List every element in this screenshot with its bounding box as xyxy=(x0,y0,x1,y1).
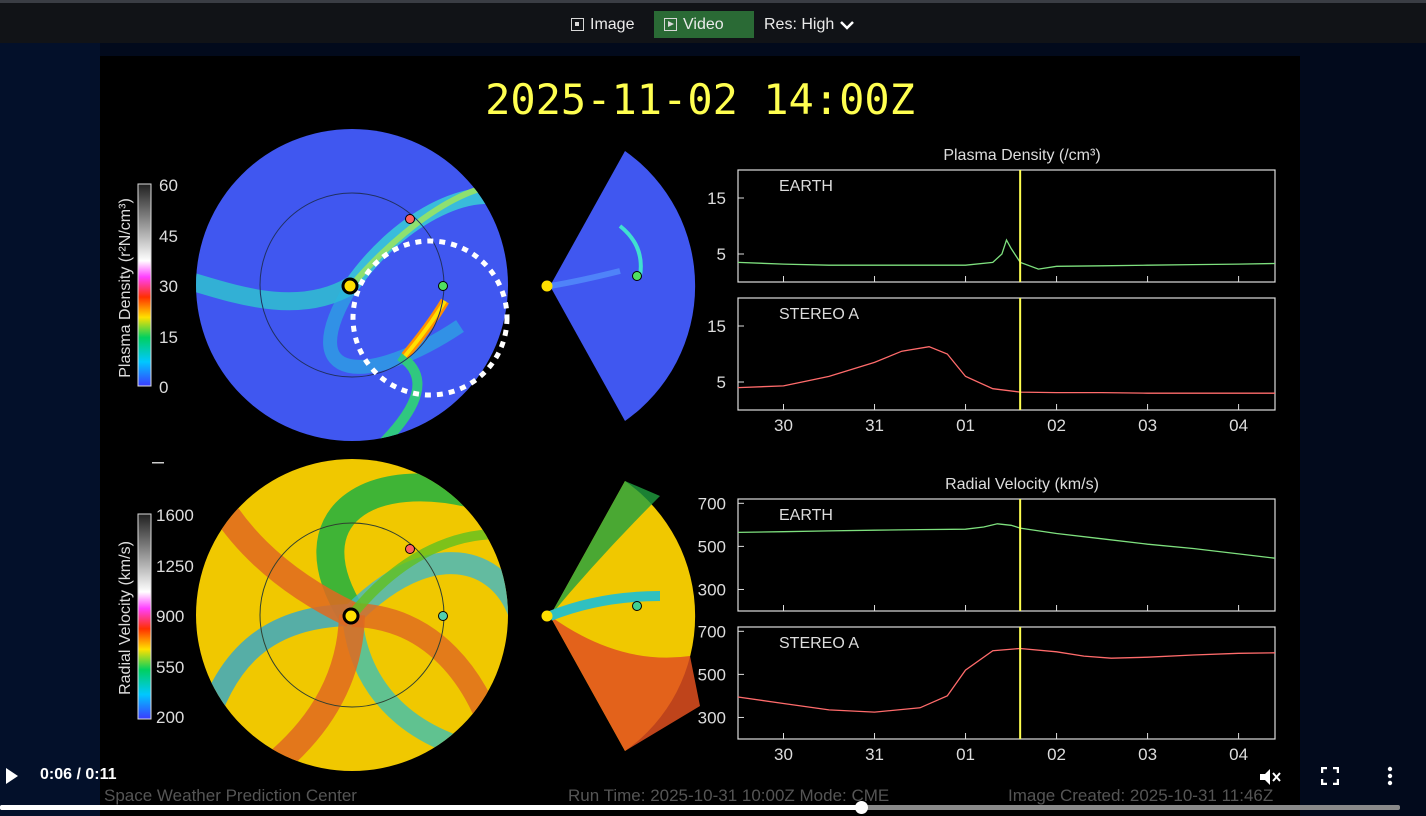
footer-run-time: Run Time: 2025-10-31 10:00Z Mode: CME xyxy=(568,786,889,805)
panel-label-0: EARTH xyxy=(779,178,833,195)
forecast-frame-graphic: 2025-11-02 14:00Z 60 45 30 15 0 Plasma D… xyxy=(104,75,1276,805)
velocity-colorbar-label: Radial Velocity (km/s) xyxy=(117,541,134,695)
series-line-2 xyxy=(737,523,1276,559)
y-tick-label: 500 xyxy=(698,537,726,556)
density-tick-45: 45 xyxy=(159,227,178,246)
y-tick-label: 300 xyxy=(698,580,726,599)
x-tick-label: 31 xyxy=(865,416,884,435)
y-tick-label: 5 xyxy=(717,373,726,392)
y-tick-label: 5 xyxy=(717,245,726,264)
mute-icon[interactable] xyxy=(1258,766,1282,788)
y-tick-label: 700 xyxy=(698,622,726,641)
video-progress-bar[interactable] xyxy=(0,801,1400,814)
density-tick-15: 15 xyxy=(159,328,178,347)
x-tick-label: 01 xyxy=(956,416,975,435)
velocity-tick-200: 200 xyxy=(156,708,184,727)
more-options-icon[interactable] xyxy=(1385,766,1395,786)
x-tick-label: 30 xyxy=(774,745,793,764)
cme-highlight-circle xyxy=(350,238,510,398)
enlil-video-frame[interactable]: 2025-11-02 14:00Z 60 45 30 15 0 Plasma D… xyxy=(100,56,1300,816)
x-tick-label: 04 xyxy=(1229,745,1248,764)
progress-thumb[interactable] xyxy=(855,801,868,814)
x-tick-label: 03 xyxy=(1138,416,1157,435)
y-tick-label: 300 xyxy=(698,708,726,727)
panel-label-1: STEREO A xyxy=(779,306,859,323)
density-colorbar-label: Plasma Density (r²N/cm³) xyxy=(117,198,134,378)
velocity-tick-1600: 1600 xyxy=(156,506,194,525)
fullscreen-icon[interactable] xyxy=(1321,767,1339,785)
density-tick-60: 60 xyxy=(159,176,178,195)
image-mode-label: Image xyxy=(590,16,635,33)
timeseries-charts: EARTH 15 5 STEREO A 15 5 30 31 01 02 03 04 EARTH 700 5… xyxy=(698,169,1276,764)
density-chart-title: Plasma Density (/cm³) xyxy=(943,147,1100,164)
y-tick-label: 15 xyxy=(707,317,726,336)
resolution-dropdown[interactable]: Res: High xyxy=(754,11,864,38)
velocity-chart-title: Radial Velocity (km/s) xyxy=(945,476,1099,493)
image-icon xyxy=(571,18,584,31)
video-icon xyxy=(664,18,677,31)
x-tick-label: 03 xyxy=(1138,745,1157,764)
time-display: 0:06 / 0:11 xyxy=(40,766,117,783)
footer-center: Space Weather Prediction Center xyxy=(104,786,357,805)
series-line-1 xyxy=(737,346,1275,394)
chart-panel-2 xyxy=(737,498,1276,612)
x-tick-label: 02 xyxy=(1047,416,1066,435)
resolution-label: Res: High xyxy=(764,16,835,33)
chart-panel-0 xyxy=(737,169,1276,283)
density-equatorial-plot xyxy=(196,129,508,441)
footer-created: Image Created: 2025-10-31 11:46Z xyxy=(1008,786,1273,805)
y-tick-label: 700 xyxy=(698,494,726,513)
density-tick-30: 30 xyxy=(159,277,178,296)
x-tick-label: 01 xyxy=(956,745,975,764)
panel-label-3: STEREO A xyxy=(779,635,859,652)
chart-panel-1 xyxy=(737,297,1276,411)
density-meridional-plot xyxy=(550,151,696,421)
page-background xyxy=(0,43,100,816)
velocity-tick-1250: 1250 xyxy=(156,557,194,576)
progress-fill xyxy=(0,805,861,810)
image-mode-button[interactable]: Image xyxy=(561,11,644,38)
y-tick-label: 500 xyxy=(698,665,726,684)
velocity-tick-550: 550 xyxy=(156,658,184,677)
series-line-3 xyxy=(737,647,1276,713)
velocity-tick-900: 900 xyxy=(156,607,184,626)
video-mode-label: Video xyxy=(683,16,724,33)
video-mode-button[interactable]: Video xyxy=(654,11,754,38)
series-line-0 xyxy=(737,238,1276,270)
chevron-down-icon xyxy=(840,20,855,30)
y-tick-label: 15 xyxy=(707,189,726,208)
x-tick-label: 31 xyxy=(865,745,884,764)
play-icon[interactable] xyxy=(6,768,18,784)
x-tick-label: 04 xyxy=(1229,416,1248,435)
chart-panel-3 xyxy=(737,626,1276,740)
view-toolbar: Image Video Res: High xyxy=(0,0,1426,43)
x-tick-label: 30 xyxy=(774,416,793,435)
density-tick-0: 0 xyxy=(159,378,168,397)
frame-timestamp: 2025-11-02 14:00Z xyxy=(485,75,915,124)
panel-label-2: EARTH xyxy=(779,507,833,524)
x-tick-label: 02 xyxy=(1047,745,1066,764)
